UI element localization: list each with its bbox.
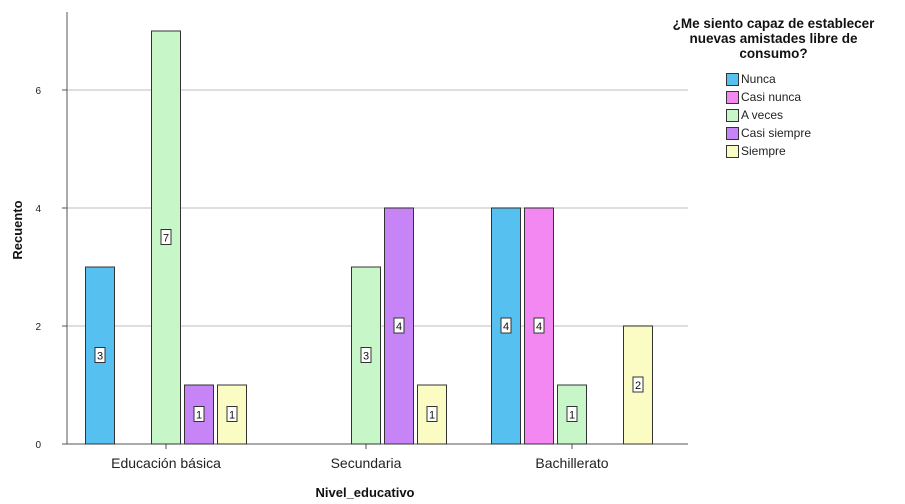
data-label: 1 bbox=[429, 410, 435, 422]
data-label-box bbox=[226, 406, 238, 422]
data-label: 3 bbox=[363, 351, 369, 363]
data-label: 1 bbox=[229, 410, 235, 422]
data-label-box bbox=[632, 376, 644, 393]
legend-item: Casi nunca bbox=[726, 88, 905, 106]
data-label-box bbox=[566, 406, 578, 422]
data-label: 4 bbox=[536, 321, 542, 333]
legend-item: Nunca bbox=[726, 70, 905, 88]
data-label: 4 bbox=[396, 321, 402, 333]
legend-label: Nunca bbox=[741, 72, 776, 86]
data-label: 3 bbox=[97, 351, 103, 363]
legend-item: Siempre bbox=[726, 142, 905, 160]
legend-label: Casi siempre bbox=[741, 126, 812, 140]
y-tick-label: 4 bbox=[35, 204, 41, 215]
data-label-box bbox=[533, 317, 545, 334]
legend-swatch bbox=[726, 72, 739, 86]
data-label-box bbox=[500, 317, 512, 334]
labels: 0 2 4 6 Educación básica Secundaria Bachillera… bbox=[35, 86, 644, 471]
legend-item: Casi siempre bbox=[726, 124, 905, 142]
data-label: 1 bbox=[569, 410, 575, 422]
data-label: 7 bbox=[163, 233, 169, 245]
data-label-box bbox=[360, 347, 372, 363]
y-tick-label: 2 bbox=[35, 322, 41, 333]
x-axis-title: Nivel_educativo bbox=[316, 485, 415, 500]
bar bbox=[524, 207, 554, 445]
y-tick-label: 0 bbox=[35, 440, 41, 451]
y-tick-label: 6 bbox=[35, 86, 41, 97]
data-label-box bbox=[193, 406, 205, 422]
legend-items: Nunca Casi nunca A veces Casi siempre Siempr… bbox=[726, 70, 905, 160]
legend-title: ¿Me siento capaz de establecer nuevas am… bbox=[672, 16, 875, 61]
data-label-box bbox=[393, 317, 405, 334]
data-label: 1 bbox=[196, 410, 202, 422]
legend-label: Siempre bbox=[741, 144, 786, 158]
data-label: 4 bbox=[503, 321, 509, 333]
y-axis-title: Recuento bbox=[10, 200, 25, 259]
data-label-box bbox=[94, 347, 106, 363]
legend: ¿Me siento capaz de establecer nuevas am… bbox=[642, 16, 905, 160]
legend-swatch bbox=[726, 126, 739, 140]
legend-label: Casi nunca bbox=[741, 90, 802, 104]
legend-item: A veces bbox=[726, 106, 905, 124]
data-label-box bbox=[426, 406, 438, 422]
legend-swatch bbox=[726, 90, 739, 104]
x-tick-label: Educación básica bbox=[111, 455, 221, 471]
legend-swatch bbox=[726, 144, 739, 158]
data-label: 2 bbox=[635, 380, 641, 392]
x-tick-label: Bachillerato bbox=[535, 455, 608, 471]
legend-label: A veces bbox=[741, 108, 784, 122]
legend-swatch bbox=[726, 108, 739, 122]
x-tick-label: Secundaria bbox=[331, 455, 402, 471]
data-label-box bbox=[160, 229, 172, 245]
